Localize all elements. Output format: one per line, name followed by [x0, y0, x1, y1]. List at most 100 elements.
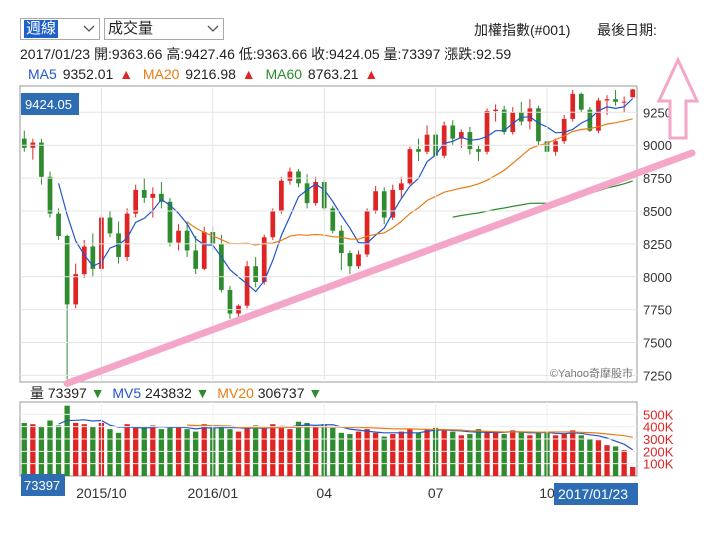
- period-select-value: 週線: [24, 20, 59, 38]
- candle-body: [73, 274, 79, 305]
- candle-body: [279, 180, 284, 211]
- volume-legend: 量 73397 ▼ MV5 243832 ▼ MV20 306737 ▼: [30, 383, 322, 403]
- volume-bar: [338, 432, 345, 476]
- volume-bar: [253, 425, 259, 476]
- price-tick-label: 8750: [643, 171, 672, 186]
- volume-tick-label: 300K: [643, 432, 674, 447]
- volume-tick-label: 400K: [643, 420, 674, 435]
- last-date-label: 最後日期:: [597, 22, 657, 38]
- price-badge-text: 9424.05: [25, 97, 72, 112]
- volume-bar: [295, 421, 302, 476]
- volume-bar: [227, 429, 233, 476]
- up-arrow-icon: [656, 56, 700, 140]
- candle-body: [493, 109, 498, 111]
- quote-open: 開:9363.66: [93, 46, 163, 62]
- candle-body: [30, 142, 36, 148]
- date-badge: [554, 483, 638, 505]
- metric-select-value: 成交量: [108, 20, 154, 37]
- price-tick-label: 7500: [643, 336, 672, 351]
- candle-body: [99, 217, 104, 269]
- candle-body: [330, 208, 336, 231]
- volume-bar: [467, 434, 473, 476]
- ma20-line: [186, 118, 633, 246]
- candle-body: [596, 100, 601, 131]
- candle-body: [433, 134, 438, 156]
- ma60-value: 8763.21: [307, 66, 359, 82]
- candle-body: [356, 254, 361, 267]
- volume-bar: [355, 431, 362, 476]
- candle-body: [321, 182, 327, 209]
- candle-body: [441, 125, 447, 156]
- candle-body: [510, 112, 516, 133]
- mv20-line: [187, 424, 633, 438]
- index-name: 加權指數(#001): [474, 22, 571, 38]
- x-tick-label: 04: [316, 485, 332, 501]
- volume-bar: [304, 422, 310, 476]
- mv20-label: MV20: [217, 385, 254, 401]
- volume-bar: [595, 440, 602, 476]
- candle-body: [553, 141, 558, 152]
- candle-body: [621, 101, 627, 103]
- metric-select[interactable]: 成交量: [104, 18, 224, 40]
- volume-bar: [287, 429, 293, 476]
- volume-bar: [587, 439, 593, 476]
- quote-volume: 量:73397: [383, 46, 441, 62]
- price-tick-label: 8500: [643, 204, 672, 219]
- volume-bar: [124, 424, 130, 476]
- candle-body: [201, 232, 207, 269]
- volume-panel: [19, 401, 638, 477]
- volume-bar: [441, 430, 447, 476]
- candle-body: [424, 134, 430, 152]
- candle-body: [107, 217, 113, 234]
- volume-bar: [415, 432, 422, 476]
- chevron-down-icon: [83, 25, 95, 32]
- volume-bar: [133, 427, 139, 476]
- quote-change: 漲跌:92.59: [444, 46, 512, 62]
- volume-bar: [321, 424, 327, 476]
- annotations: 9424.05 73397 2017/01/23 ©Yahoo奇摩股市: [21, 56, 700, 505]
- volume-bar: [544, 431, 550, 476]
- volume-bar: [184, 429, 190, 476]
- candle-body: [253, 266, 259, 283]
- volume-bar: [561, 434, 567, 476]
- quote-row: 2017/01/23 開:9363.66 高:9427.46 低:9363.66…: [20, 44, 511, 64]
- candle-body: [536, 108, 541, 142]
- volume-bar: [390, 434, 396, 476]
- volume-bar: [570, 430, 576, 476]
- candle-body: [390, 189, 396, 218]
- volume-bar: [372, 432, 379, 476]
- ma20-label: MA20: [142, 66, 180, 82]
- candle-body: [167, 201, 173, 243]
- candle-body: [407, 149, 413, 184]
- period-select[interactable]: 週線: [20, 18, 100, 40]
- volume-bar: [235, 431, 242, 476]
- candle-body: [476, 149, 481, 152]
- volume-bar: [21, 422, 27, 476]
- trend-line: [63, 149, 696, 387]
- price-tick-label: 8250: [643, 237, 672, 252]
- candle-body: [313, 182, 319, 204]
- vol-arrow: ▼: [90, 385, 105, 401]
- volume-bar: [278, 426, 285, 476]
- quote-low: 低:9363.66: [238, 46, 308, 62]
- candles: [21, 88, 636, 380]
- volume-bar: [98, 422, 105, 476]
- volume-bar: [312, 426, 319, 476]
- volume-bar: [141, 426, 147, 476]
- volume-bar: [535, 432, 542, 476]
- ma20-arrow: ▲: [241, 66, 256, 82]
- volume-bar: [158, 429, 165, 476]
- volume-bar: [492, 432, 499, 476]
- x-tick-label: 07: [428, 485, 444, 501]
- vol-value: 73397: [47, 385, 87, 401]
- candle-body: [450, 125, 456, 139]
- candle-body: [347, 253, 353, 267]
- volume-tick-label: 200K: [643, 444, 674, 459]
- volume-bar: [47, 420, 53, 476]
- candle-body: [227, 289, 233, 314]
- volume-bar: [407, 429, 413, 476]
- volume-frame-border: [19, 401, 638, 477]
- ma5-value: 9352.01: [62, 66, 114, 82]
- quote-close: 收:9424.05: [311, 46, 380, 62]
- candle-body: [219, 243, 224, 290]
